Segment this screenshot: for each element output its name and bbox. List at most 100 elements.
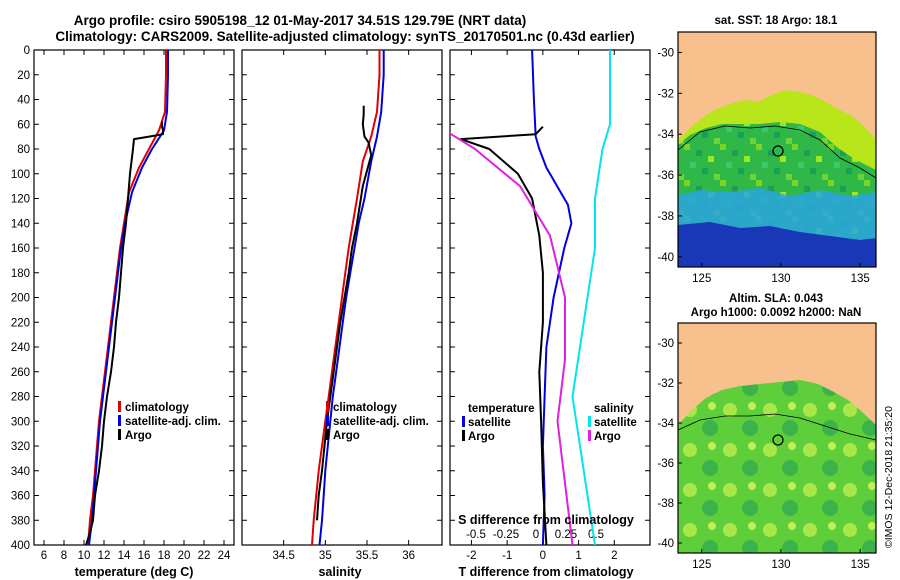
series-line-t-satellite: [531, 50, 573, 545]
x-tick-label: 8: [61, 550, 67, 562]
legend-swatch-t-satellite: [462, 416, 465, 427]
depth-tick-label: 40: [17, 95, 30, 107]
sla-ocean-field: [678, 380, 876, 553]
legend-swatch-satellite: [326, 415, 329, 426]
difference-legend-right: salinity satellite Argo: [588, 403, 637, 443]
difference-legend-left: temperature satellite Argo: [462, 403, 534, 443]
series-line-argo: [316, 105, 373, 521]
map-lon-label: 125: [692, 559, 711, 571]
map-lat-label: -38: [657, 498, 674, 510]
sst-map: sat. SST: 18 Argo: 18.1 125 130 135 -30 -32 -…: [657, 15, 877, 285]
x-tick-label: 20: [178, 550, 191, 562]
legend-swatch-satellite: [118, 415, 121, 426]
depth-tick-label: 120: [11, 194, 30, 206]
s-diff-tick-label: -0.5: [466, 529, 486, 541]
imos-credit: ©IMOS 12-Dec-2018 21:35:20: [883, 406, 895, 548]
map-lat-label: -30: [657, 338, 674, 350]
x-tick-label: 18: [158, 550, 171, 562]
temperature-legend: climatology satellite-adj. clim. Argo: [118, 401, 221, 442]
salinity-x-ticks: 34.5 35 35.5 36: [272, 50, 415, 562]
x-tick-label: -1: [502, 550, 512, 562]
depth-tick-label: 80: [17, 144, 30, 156]
series-line-s-satellite: [571, 50, 611, 545]
x-tick-label: 16: [138, 550, 151, 562]
depth-tick-label: 320: [11, 441, 30, 453]
salinity-y-ticks: [242, 49, 442, 546]
salinity-x-label: salinity: [318, 565, 361, 579]
sst-contour-line: [677, 125, 877, 179]
legend-argo: Argo: [333, 430, 360, 442]
salinity-legend: climatology satellite-adj. clim. Argo: [326, 401, 429, 442]
x-tick-label: 2: [611, 550, 617, 562]
depth-tick-label: 200: [11, 293, 30, 305]
map-lat-label: -34: [657, 418, 674, 430]
depth-tick-label: 240: [11, 342, 30, 354]
depth-tick-label: 20: [17, 70, 30, 82]
series-line-satellite-adj-clim-: [88, 50, 169, 545]
legend-s-satellite: satellite: [594, 417, 637, 429]
sla-map-ticks: 125 130 135 -30 -32 -34 -36 -38 -40: [657, 338, 869, 571]
x-tick-label: 1: [575, 550, 581, 562]
sla-argo-position-marker: [772, 434, 784, 446]
sst-map-title: sat. SST: 18 Argo: 18.1: [715, 15, 839, 27]
map-lon-label: 130: [771, 273, 790, 285]
depth-tick-label: 260: [11, 367, 30, 379]
salinity-difference-ticks: -0.5 -0.25 0 0.25 0.5: [466, 529, 604, 541]
legend-temperature-heading: temperature: [468, 403, 534, 415]
temperature-difference-label: T difference from climatology: [458, 565, 633, 579]
x-tick-label: 12: [98, 550, 111, 562]
sla-map-title-line1: Altim. SLA: 0.043: [729, 293, 823, 305]
sst-cold-zone: [678, 222, 876, 267]
temperature-panel: 0 20 40 60 80 100 120 140 160 180 200 220 240 260 280 3…: [11, 45, 235, 579]
depth-tick-label: 360: [11, 491, 30, 503]
x-tick-label: -2: [466, 550, 476, 562]
depth-tick-label: 140: [11, 218, 30, 230]
map-lon-label: 135: [851, 273, 870, 285]
difference-y-ticks: [450, 49, 650, 546]
x-tick-label: 14: [118, 550, 131, 562]
temperature-x-ticks: 6 8 10 12 14 16 18 20 22 24: [41, 50, 231, 562]
sla-map-title-line2: Argo h1000: 0.0092 h2000: NaN: [691, 307, 862, 319]
depth-tick-label: 100: [11, 169, 30, 181]
series-line-s-argo: [450, 132, 574, 545]
map-lon-label: 130: [771, 559, 790, 571]
temperature-series: [85, 50, 169, 545]
legend-argo: Argo: [125, 430, 152, 442]
map-lat-label: -38: [657, 211, 674, 223]
series-line-climatology: [311, 50, 381, 545]
x-tick-label: 10: [78, 550, 91, 562]
temperature-x-label: temperature (deg C): [75, 565, 194, 579]
x-tick-label: 35: [319, 550, 332, 562]
x-tick-label: 22: [198, 550, 211, 562]
x-tick-label: 24: [218, 550, 231, 562]
s-diff-tick-label: 0.25: [555, 529, 577, 541]
legend-t-argo: Argo: [468, 431, 495, 443]
series-line-argo: [85, 121, 164, 545]
depth-tick-label: 220: [11, 317, 30, 329]
depth-tick-label: 160: [11, 243, 30, 255]
s-diff-tick-label: 0: [533, 529, 539, 541]
legend-swatch-argo: [118, 429, 121, 440]
x-tick-label: 0: [540, 550, 546, 562]
map-lon-label: 135: [851, 559, 870, 571]
map-lat-label: -34: [657, 129, 674, 141]
depth-tick-label: 300: [11, 416, 30, 428]
depth-tick-label: 180: [11, 268, 30, 280]
depth-tick-label: 340: [11, 466, 30, 478]
chart-title-line2: Climatology: CARS2009. Satellite-adjuste…: [55, 29, 634, 44]
legend-s-argo: Argo: [594, 431, 621, 443]
chart-title-line1: Argo profile: csiro 5905198_12 01-May-20…: [74, 13, 526, 28]
depth-tick-label: 380: [11, 515, 30, 527]
salinity-panel: 34.5 35 35.5 36 salinity climatology satell…: [241, 49, 443, 579]
legend-swatch-climatology: [326, 401, 329, 412]
sst-map-frame: [677, 31, 877, 268]
s-diff-tick-label: -0.25: [493, 529, 519, 541]
sla-map-frame: [677, 322, 877, 554]
legend-swatch-argo: [326, 429, 329, 440]
legend-swatch-s-satellite: [588, 416, 591, 427]
legend-t-satellite: satellite: [468, 417, 511, 429]
x-tick-label: 34.5: [272, 550, 294, 562]
x-tick-label: 35.5: [356, 550, 378, 562]
depth-tick-label: 60: [17, 119, 30, 131]
